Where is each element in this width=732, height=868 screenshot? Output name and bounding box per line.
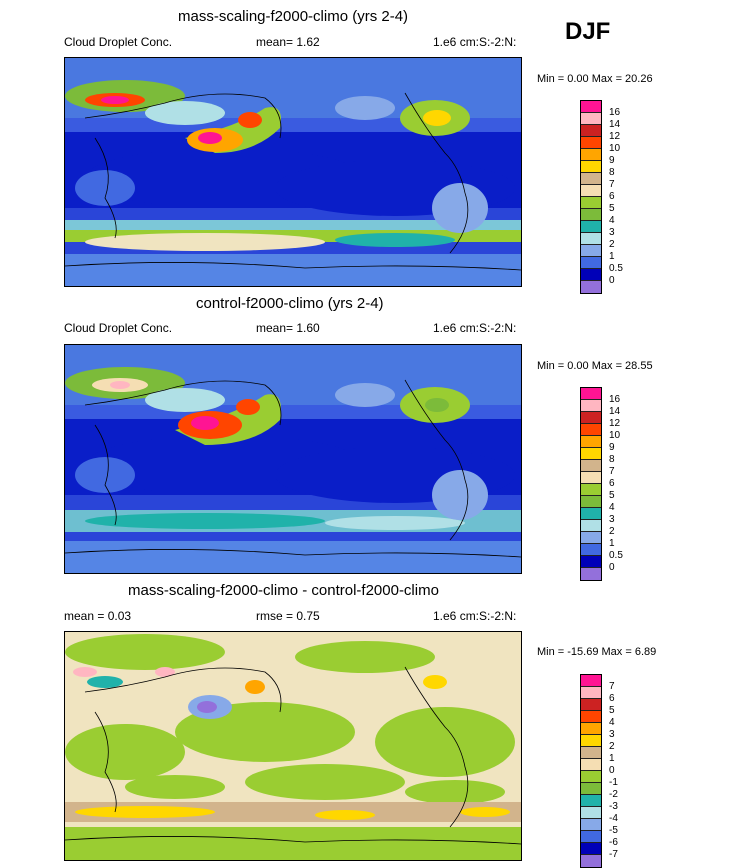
- panel2-cbar-tick: 1: [609, 538, 615, 549]
- panel2-variable-label: Cloud Droplet Conc.: [64, 321, 173, 335]
- panel2-contour-field: [65, 345, 521, 573]
- panel1-cbar-tick: 3: [609, 227, 615, 238]
- panel2-title: control-f2000-climo (yrs 2-4): [196, 295, 384, 312]
- panel3-cbar-tick: -1: [609, 777, 618, 788]
- panel3-colorbar: [580, 674, 602, 868]
- panel2-cbar-tick: 10: [609, 430, 621, 441]
- panel1-cbar-tick: 14: [609, 119, 621, 130]
- panel3-cbar-tick: 0: [609, 765, 615, 776]
- panel3-minmax-label: Min = -15.69 Max = 6.89: [537, 646, 657, 658]
- panel3-cbar-tick: -3: [609, 801, 618, 812]
- panel1-cbar-tick: 9: [609, 155, 615, 166]
- panel3-units-label: 1.e6 cm:S:-2:N:: [433, 609, 517, 623]
- panel3-cbar-tick: 1: [609, 753, 615, 764]
- panel3-mean-label: mean = 0.03: [64, 609, 132, 623]
- panel2-cbar-tick: 5: [609, 490, 615, 501]
- panel3-title: mass-scaling-f2000-climo - control-f2000…: [128, 582, 439, 599]
- panel3-cbar-tick: -4: [609, 813, 618, 824]
- panel3-cbar-tick: 3: [609, 729, 615, 740]
- panel2-cbar-tick: 4: [609, 502, 615, 513]
- panel3-cbar-tick: -7: [609, 849, 618, 860]
- panel1-title: mass-scaling-f2000-climo (yrs 2-4): [178, 8, 409, 25]
- panel3-cbar-tick: -2: [609, 789, 618, 800]
- panel1-variable-label: Cloud Droplet Conc.: [64, 35, 173, 49]
- panel1-minmax-label: Min = 0.00 Max = 20.26: [537, 73, 653, 85]
- panel3-cbar-tick: -5: [609, 825, 618, 836]
- panel2-cbar-tick: 2: [609, 526, 615, 537]
- panel1-cbar-tick: 12: [609, 131, 621, 142]
- panel3-map: [64, 631, 522, 861]
- panel1-cbar-tick: 10: [609, 143, 621, 154]
- panel2-cbar-tick: 12: [609, 418, 621, 429]
- panel1-map: [64, 57, 522, 287]
- panel1-cbar-tick: 2: [609, 239, 615, 250]
- panel3-contour-field: [65, 632, 521, 860]
- panel3-cbar-tick: 2: [609, 741, 615, 752]
- panel2-cbar-tick: 0.5: [609, 550, 623, 561]
- panel1-cbar-tick: 16: [609, 107, 621, 118]
- panel2-cbar-tick: 7: [609, 466, 615, 477]
- panel3-cbar-tick: 4: [609, 717, 615, 728]
- panel2-cbar-tick: 9: [609, 442, 615, 453]
- panel3-rmse-label: rmse = 0.75: [256, 609, 320, 623]
- panel1-units-label: 1.e6 cm:S:-2:N:: [433, 35, 517, 49]
- panel2-cbar-tick: 16: [609, 394, 621, 405]
- panel1-cbar-tick: 7: [609, 179, 615, 190]
- panel3-cbar-tick: 7: [609, 681, 615, 692]
- panel1-colorbar: [580, 100, 602, 294]
- panel1-cbar-tick: 5: [609, 203, 615, 214]
- panel2-cbar-tick: 0: [609, 562, 615, 573]
- panel2-cbar-tick: 3: [609, 514, 615, 525]
- panel2-units-label: 1.e6 cm:S:-2:N:: [433, 321, 517, 335]
- panel2-cbar-tick: 14: [609, 406, 621, 417]
- panel2-minmax-label: Min = 0.00 Max = 28.55: [537, 360, 653, 372]
- panel3-cbar-tick: -6: [609, 837, 618, 848]
- panel1-cbar-tick: 4: [609, 215, 615, 226]
- panel1-cbar-tick: 0.5: [609, 263, 623, 274]
- season-label: DJF: [565, 18, 611, 45]
- panel2-cbar-tick: 8: [609, 454, 615, 465]
- panel1-cbar-tick: 6: [609, 191, 615, 202]
- panel1-mean-label: mean= 1.62: [256, 35, 320, 49]
- panel2-map: [64, 344, 522, 574]
- panel2-colorbar: [580, 387, 602, 581]
- panel1-cbar-tick: 8: [609, 167, 615, 178]
- panel2-mean-label: mean= 1.60: [256, 321, 320, 335]
- panel1-contour-field: [65, 58, 521, 286]
- panel2-cbar-tick: 6: [609, 478, 615, 489]
- panel3-cbar-tick: 5: [609, 705, 615, 716]
- panel3-cbar-tick: 6: [609, 693, 615, 704]
- panel1-cbar-tick: 1: [609, 251, 615, 262]
- panel1-cbar-tick: 0: [609, 275, 615, 286]
